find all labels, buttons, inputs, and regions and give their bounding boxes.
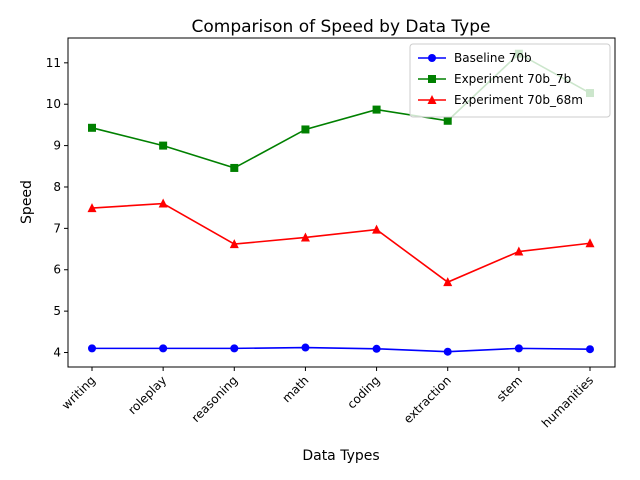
data-point [372,344,381,353]
legend: Baseline 70b Experiment 70b_7b Experiment … [409,43,611,118]
series-line [92,346,591,353]
x-tick-label: writing [59,373,98,412]
data-point [586,345,594,354]
chart-title: Comparison of Speed by Data Type [192,17,491,37]
data-point [230,344,239,353]
data-point [88,123,96,132]
y-tick-label: 8 [53,180,61,194]
y-axis-label: Speed [19,180,35,224]
data-point [443,116,452,125]
data-point [443,277,453,287]
x-tick-label: reasoning [189,373,241,425]
data-point [514,344,523,353]
data-point [159,141,168,150]
data-point [372,224,382,234]
x-tick-label: roleplay [125,373,169,417]
y-tick-label: 6 [53,263,61,277]
plot-frame [67,37,616,368]
y-tick-label: 4 [53,346,61,360]
x-tick-label: humanities [539,373,596,430]
data-point [300,232,310,242]
x-tick-label: math [279,373,311,405]
legend-label: Baseline 70b [454,51,532,65]
legend-entry: Baseline 70b [418,51,532,65]
data-point [229,239,239,249]
data-point [443,347,452,356]
y-tick-label: 11 [46,56,61,70]
legend-marker [428,75,436,83]
data-point [585,238,595,248]
data-point [159,344,168,353]
series-1 [88,343,594,356]
legend-box [409,43,611,118]
y-tick-label: 9 [53,139,61,153]
data-point [301,343,310,352]
x-axis-label: Data Types [302,448,379,464]
data-point [514,246,524,256]
data-point [88,344,96,353]
y-tick-label: 7 [53,221,61,235]
legend-label: Experiment 70b_7b [454,72,571,86]
data-point [230,163,239,172]
legend-marker [428,54,436,62]
data-point [87,203,97,213]
legend-label: Experiment 70b_68m [454,93,583,107]
series-line [91,202,591,284]
legend-marker [427,95,437,104]
legend-entry: Experiment 70b_68m [418,93,583,107]
data-point [158,198,168,208]
data-point [301,125,310,134]
y-tick-label: 5 [53,304,61,318]
legend-entry: Experiment 70b_7b [418,72,571,86]
y-tick-label: 10 [46,97,61,111]
series-3 [87,198,595,287]
x-tick-label: extraction [401,373,454,426]
x-tick-label: stem [494,373,525,404]
data-point [372,105,381,114]
x-tick-label: coding [344,373,382,411]
